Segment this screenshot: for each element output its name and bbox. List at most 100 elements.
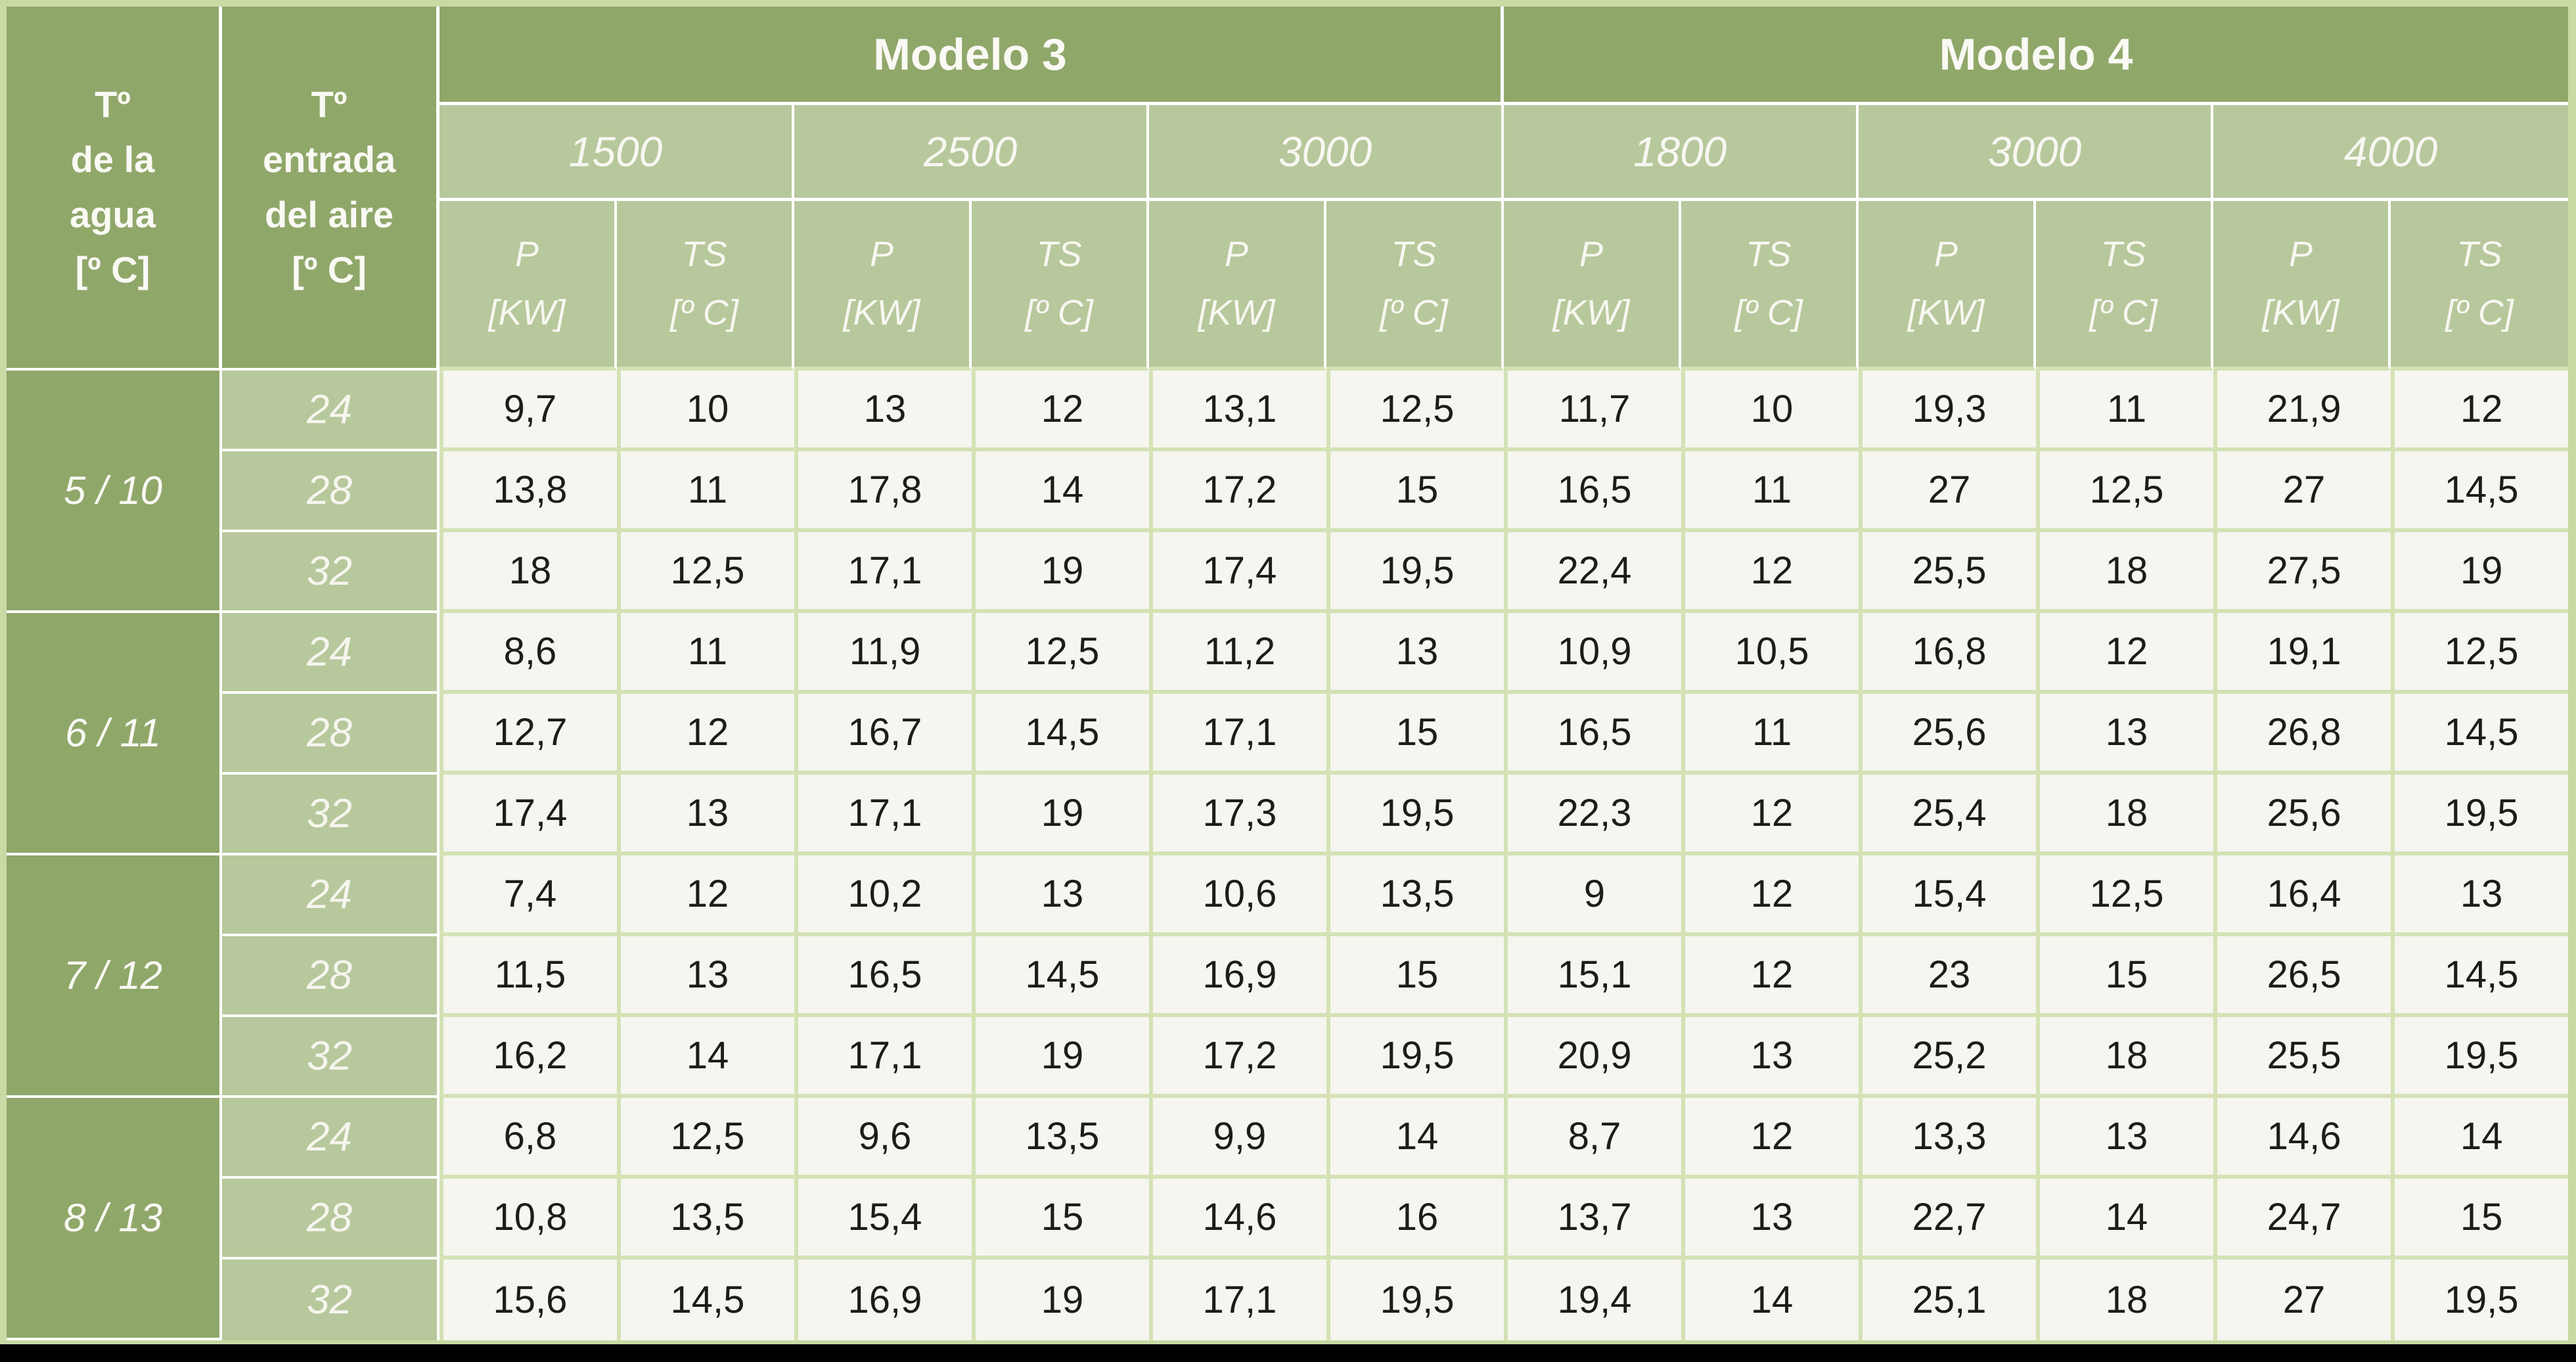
table-row: 28 10,8 13,5 15,4 15 14,6 16 13,7 13 22,7 14 24,7 15 — [7, 1179, 2569, 1260]
data-cell: 25,6 — [2213, 775, 2391, 855]
air-temp-cell: 28 — [222, 1179, 440, 1260]
data-cell: 12,5 — [617, 532, 794, 613]
measure-header-p: P [KW] — [2213, 201, 2391, 371]
data-cell: 18 — [440, 532, 617, 613]
data-cell: 12 — [1681, 936, 1859, 1017]
table-row: 8 / 13 24 6,8 12,5 9,6 13,5 9,9 14 8,7 12 13,3 13 14… — [7, 1098, 2569, 1340]
data-cell: 10,6 — [1149, 855, 1326, 936]
data-cell: 17,1 — [1149, 1260, 1326, 1340]
data-cell: 25,5 — [1859, 532, 2037, 613]
table-row: 32 17,4 13 17,1 19 17,3 19,5 22,3 12 25,4 18 25,6 19… — [7, 775, 2569, 855]
measure-header-p: P [KW] — [794, 201, 972, 371]
data-cell: 19,5 — [1326, 1017, 1504, 1098]
data-cell: 13 — [1681, 1017, 1859, 1098]
data-cell: 10 — [1681, 371, 1859, 451]
data-cell: 19,5 — [2391, 775, 2569, 855]
data-cell: 16,5 — [1504, 694, 1682, 775]
data-cell: 12 — [2036, 613, 2214, 694]
data-cell: 19,4 — [1504, 1260, 1682, 1340]
header-row-models: Tº de la agua [º C] Tº entrada del aire … — [7, 7, 2569, 371]
data-cell: 17,1 — [794, 532, 972, 613]
table-row: 32 15,6 14,5 16,9 19 17,1 19,5 19,4 14 25,1 18 27 19… — [7, 1260, 2569, 1340]
data-cell: 19,5 — [2391, 1260, 2569, 1340]
data-cell: 16,5 — [1504, 451, 1682, 532]
size-header-cell: 3000 — [1859, 105, 2214, 201]
data-cell: 12 — [972, 371, 1149, 451]
data-cell: 8,7 — [1504, 1098, 1682, 1179]
data-cell: 20,9 — [1504, 1017, 1682, 1098]
measure-header-p: P [KW] — [1149, 201, 1326, 371]
data-cell: 12,5 — [2036, 855, 2214, 936]
data-cell: 9,9 — [1149, 1098, 1326, 1179]
data-cell: 15,6 — [440, 1260, 617, 1340]
data-cell: 16,5 — [794, 936, 972, 1017]
data-cell: 22,7 — [1859, 1179, 2037, 1260]
data-cell: 15 — [1326, 694, 1504, 775]
data-cell: 13 — [2391, 855, 2569, 936]
air-temp-cell: 32 — [222, 775, 440, 855]
data-cell: 12 — [617, 694, 794, 775]
air-temp-cell: 32 — [222, 532, 440, 613]
data-cell: 17,8 — [794, 451, 972, 532]
model-3-header: Modelo 3 — [440, 7, 1504, 105]
data-cell: 14,5 — [2391, 694, 2569, 775]
data-cell: 17,2 — [1149, 451, 1326, 532]
data-cell: 11 — [617, 613, 794, 694]
water-temp-cell: 8 / 13 — [7, 1098, 222, 1340]
data-cell: 15 — [1326, 936, 1504, 1017]
data-cell: 13,8 — [440, 451, 617, 532]
data-cell: 19,3 — [1859, 371, 2037, 451]
data-cell: 14,5 — [2391, 936, 2569, 1017]
data-cell: 11,5 — [440, 936, 617, 1017]
data-cell: 14,5 — [617, 1260, 794, 1340]
data-cell: 15,4 — [1859, 855, 2037, 936]
data-cell: 19 — [972, 775, 1149, 855]
data-cell: 16,4 — [2213, 855, 2391, 936]
data-cell: 25,5 — [2213, 1017, 2391, 1098]
data-cell: 12,5 — [972, 613, 1149, 694]
water-temp-cell: 5 / 10 — [7, 371, 222, 613]
data-cell: 25,6 — [1859, 694, 2037, 775]
table-row: 7 / 12 24 7,4 12 10,2 13 10,6 13,5 9 12 15,4 12,5 16… — [7, 855, 2569, 1098]
data-cell: 18 — [2036, 775, 2214, 855]
data-cell: 25,1 — [1859, 1260, 2037, 1340]
data-cell: 11,2 — [1149, 613, 1326, 694]
data-cell: 25,2 — [1859, 1017, 2037, 1098]
data-cell: 21,9 — [2213, 371, 2391, 451]
header-row-sizes: 1500 2500 3000 1800 3000 4000 — [7, 105, 2569, 201]
header-row-measures: P [KW] TS [º C] P [KW] TS [º C] P [KW] TS [º … — [7, 201, 2569, 371]
data-cell: 8,6 — [440, 613, 617, 694]
size-header-cell: 2500 — [794, 105, 1149, 201]
size-header-cell: 1500 — [440, 105, 794, 201]
data-cell: 13 — [617, 775, 794, 855]
size-header-cell: 3000 — [1149, 105, 1504, 201]
data-cell: 13 — [1681, 1179, 1859, 1260]
measure-header-ts: TS [º C] — [2391, 201, 2569, 371]
air-temp-cell: 24 — [222, 371, 440, 451]
data-cell: 19,5 — [2391, 1017, 2569, 1098]
data-cell: 27,5 — [2213, 532, 2391, 613]
data-cell: 10,9 — [1504, 613, 1682, 694]
table-row: 28 11,5 13 16,5 14,5 16,9 15 15,1 12 23 15 26,5 14,5 — [7, 936, 2569, 1017]
data-cell: 11,9 — [794, 613, 972, 694]
data-cell: 14,6 — [1149, 1179, 1326, 1260]
data-cell: 12 — [617, 855, 794, 936]
data-cell: 15 — [2391, 1179, 2569, 1260]
data-cell: 10,2 — [794, 855, 972, 936]
data-cell: 19,5 — [1326, 532, 1504, 613]
air-temp-cell: 24 — [222, 855, 440, 936]
data-cell: 22,4 — [1504, 532, 1682, 613]
data-cell: 18 — [2036, 532, 2214, 613]
data-cell: 10,5 — [1681, 613, 1859, 694]
data-cell: 12,5 — [2391, 613, 2569, 694]
data-cell: 17,1 — [794, 775, 972, 855]
data-cell: 14 — [1681, 1260, 1859, 1340]
measure-header-ts: TS [º C] — [1681, 201, 1859, 371]
data-cell: 16,9 — [794, 1260, 972, 1340]
data-cell: 12,5 — [617, 1098, 794, 1179]
data-cell: 19,5 — [1326, 1260, 1504, 1340]
data-cell: 13,1 — [1149, 371, 1326, 451]
data-cell: 26,5 — [2213, 936, 2391, 1017]
data-cell: 11 — [2036, 371, 2214, 451]
measure-header-p: P [KW] — [1504, 201, 1682, 371]
